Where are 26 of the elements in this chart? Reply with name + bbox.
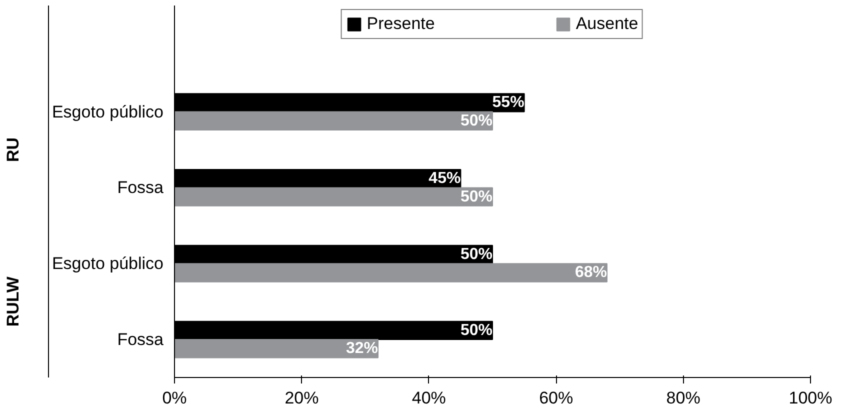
- y-tick-label: Fossa: [117, 330, 164, 350]
- x-tick-label: 40%: [412, 388, 446, 408]
- x-tick-label: 20%: [284, 388, 319, 408]
- data-label: 50%: [460, 246, 493, 264]
- y-tick-label: Esgoto público: [52, 102, 164, 122]
- x-tick-label: 60%: [539, 388, 574, 408]
- legend-label: Presente: [366, 14, 435, 34]
- data-label: 45%: [428, 170, 461, 188]
- bar: [174, 111, 493, 131]
- data-label: 50%: [460, 188, 493, 206]
- data-label: 55%: [492, 94, 524, 112]
- text: RU: [4, 137, 22, 162]
- x-tick-label: 100%: [788, 388, 832, 408]
- data-label: 32%: [346, 340, 378, 358]
- legend-label: Ausente: [576, 14, 638, 34]
- x-tick-label: 80%: [666, 388, 700, 408]
- data-label: 68%: [574, 264, 607, 282]
- x-tick-label: 0%: [162, 388, 187, 408]
- data-label: 50%: [460, 112, 493, 130]
- text: RULW: [4, 276, 22, 327]
- bar: [174, 263, 608, 282]
- bar: [174, 187, 493, 206]
- y-tick-label: Esgoto público: [52, 254, 164, 274]
- data-label: 50%: [460, 322, 493, 339]
- bar: [174, 339, 379, 358]
- y-tick-label: Fossa: [117, 178, 164, 198]
